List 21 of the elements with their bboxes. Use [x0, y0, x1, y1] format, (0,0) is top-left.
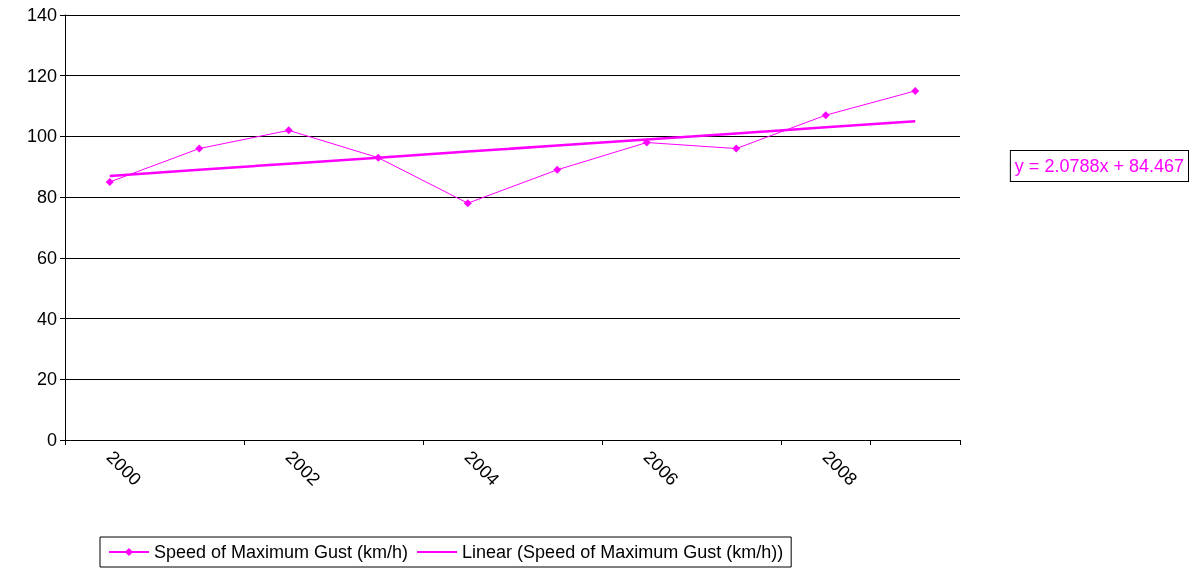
text: y = 2.0788x + 84.467: [1014, 156, 1184, 176]
legend-label: Speed of Maximum Gust (km/h): [154, 542, 409, 562]
y-tick-label: 100: [26, 126, 57, 147]
y-tick-label: 140: [26, 5, 57, 25]
legend-label: Linear (Speed of Maximum Gust (km/h)): [462, 542, 784, 562]
point: [195, 144, 204, 153]
point: [642, 138, 651, 147]
y-tick-label: 60: [36, 247, 57, 268]
point: [911, 86, 920, 95]
point: [105, 177, 114, 186]
point: [732, 144, 741, 153]
point: [284, 126, 293, 135]
point: [374, 153, 383, 162]
y-tick-label: 0: [46, 430, 57, 450]
point: [553, 165, 562, 174]
y-tick-label: 40: [36, 308, 57, 329]
y-tick-label: 120: [26, 65, 57, 86]
point: [463, 199, 472, 208]
y-tick-label: 80: [36, 187, 57, 208]
point: [821, 111, 830, 120]
y-tick-label: 20: [36, 369, 57, 390]
